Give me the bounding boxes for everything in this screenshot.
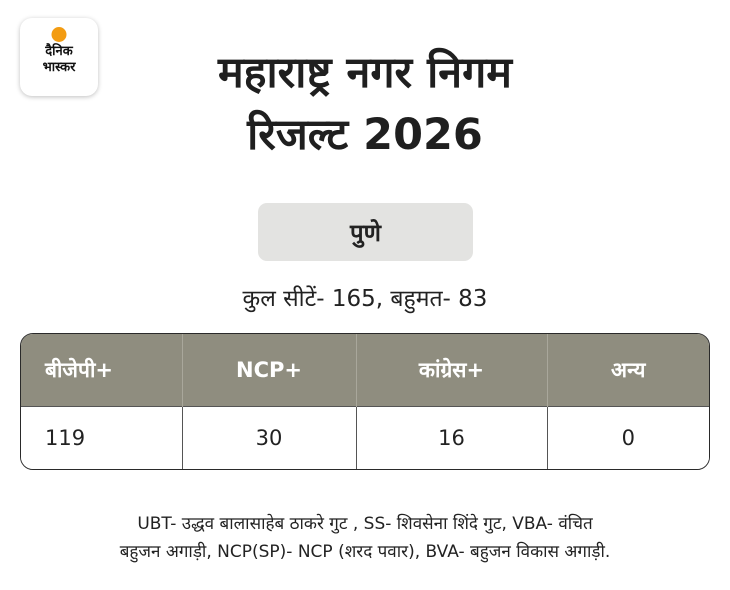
- note-line2: बहुजन अगाड़ी, NCP(SP)- NCP (शरद पवार), B…: [119, 542, 611, 562]
- logo-line1: दैनिक: [45, 44, 73, 59]
- header-others: अन्य: [547, 334, 709, 407]
- page-title: महाराष्ट्र नगर निगम रिजल्ट 2026: [0, 42, 730, 166]
- logo-line2: भास्कर: [42, 60, 76, 75]
- header-congress: कांग्रेस+: [356, 334, 548, 407]
- title-line2: रिजल्ट 2026: [247, 110, 483, 160]
- results-table: बीजेपी+ NCP+ कांग्रेस+ अन्य 119 30 16 0: [20, 333, 710, 470]
- abbreviation-note: UBT- उद्धव बालासाहेब ठाकरे गुट , SS- शिव…: [20, 510, 710, 566]
- table-row: 119 30 16 0: [21, 406, 709, 469]
- city-name: पुणे: [350, 218, 381, 247]
- sun-icon: [51, 27, 67, 42]
- value-congress: 16: [356, 406, 548, 469]
- note-line1: UBT- उद्धव बालासाहेब ठाकरे गुट , SS- शिव…: [137, 514, 593, 534]
- value-bjp: 119: [21, 406, 183, 469]
- title-line1: महाराष्ट्र नगर निगम: [217, 48, 513, 98]
- city-badge: पुणे: [258, 203, 473, 261]
- seat-summary: कुल सीटें- 165, बहुमत- 83: [242, 286, 488, 312]
- dainik-bhaskar-logo: दैनिक भास्कर: [20, 18, 98, 96]
- value-ncp: 30: [182, 406, 357, 469]
- logo-text: दैनिक भास्कर: [20, 44, 98, 76]
- table-header-row: बीजेपी+ NCP+ कांग्रेस+ अन्य: [21, 334, 709, 407]
- header-ncp: NCP+: [182, 334, 357, 407]
- header-bjp: बीजेपी+: [21, 334, 183, 407]
- value-others: 0: [547, 406, 709, 469]
